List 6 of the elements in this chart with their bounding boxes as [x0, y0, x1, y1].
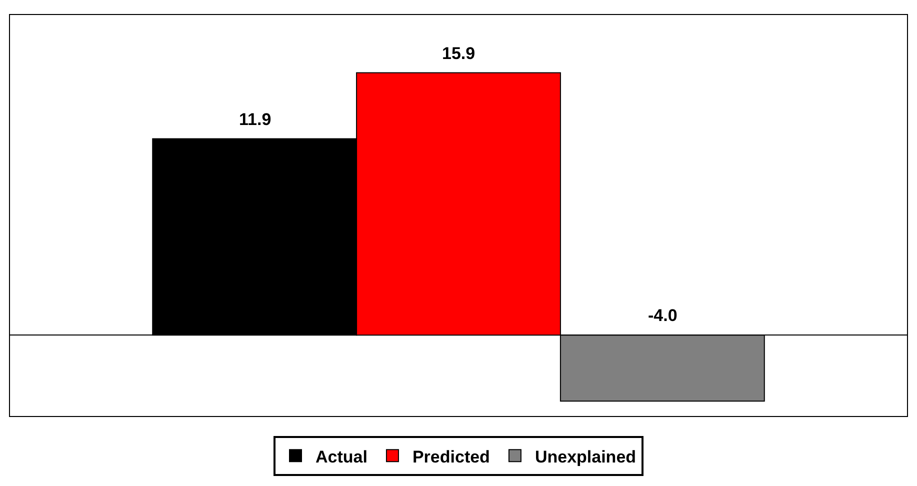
- data-label: -4.0: [648, 306, 678, 325]
- legend-label: Unexplained: [534, 447, 636, 466]
- data-label: 11.9: [239, 110, 272, 129]
- legend-label: Actual: [316, 447, 368, 466]
- legend-label: Predicted: [412, 447, 490, 466]
- data-label: 15.9: [442, 44, 476, 63]
